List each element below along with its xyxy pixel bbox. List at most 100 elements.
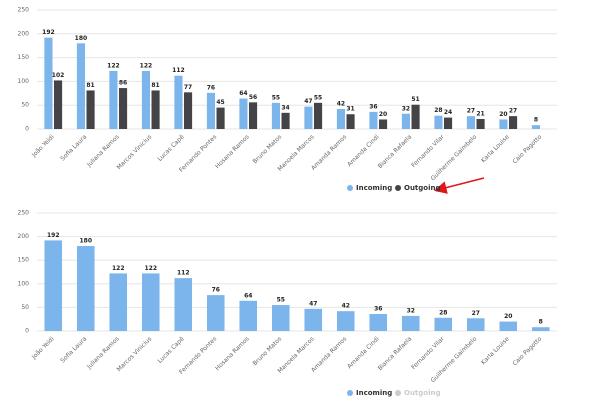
data-label: 64: [244, 292, 252, 299]
data-label: 180: [75, 35, 88, 42]
data-label: 8: [539, 319, 543, 326]
data-label: 76: [212, 287, 220, 294]
x-tick-label: Amanda Ramos: [310, 134, 348, 172]
bar: [499, 119, 508, 129]
bar: [184, 92, 193, 129]
x-tick-label: Bruno Matos: [252, 134, 284, 166]
bar: [151, 90, 160, 129]
legend-marker: [347, 390, 353, 396]
x-tick-label: Bianca Rafaela: [377, 133, 414, 170]
data-label: 102: [52, 72, 65, 79]
bar: [271, 305, 290, 331]
bar: [466, 116, 475, 129]
data-label: 24: [444, 109, 452, 116]
y-tick-label: 0: [25, 328, 29, 335]
bar: [54, 80, 63, 129]
data-label: 56: [249, 94, 257, 101]
bar: [336, 311, 355, 331]
bar: [239, 300, 258, 331]
bar: [499, 321, 518, 331]
data-label: 31: [346, 106, 354, 113]
bar: [174, 75, 183, 129]
legend-marker: [395, 390, 401, 396]
data-label: 42: [342, 303, 350, 310]
data-label: 28: [434, 107, 442, 114]
x-tick-label: Hosana Ramos: [214, 134, 251, 171]
x-tick-label: Karla Louise: [480, 133, 511, 164]
bar: [281, 112, 290, 129]
x-tick-label: Marcos Vinicius: [116, 336, 154, 374]
bar: [141, 70, 150, 129]
x-tick-label: Karla Louise: [480, 335, 511, 366]
data-label: 77: [184, 84, 192, 91]
data-label: 36: [374, 306, 382, 313]
y-tick-label: 150: [18, 54, 30, 61]
x-tick-label: Lucas Capê: [156, 335, 186, 365]
data-label: 180: [79, 238, 92, 245]
legend-marker: [395, 185, 401, 191]
data-label: 55: [314, 94, 322, 101]
y-tick-label: 150: [18, 257, 30, 264]
x-tick-label: Caio Pagotto: [511, 133, 543, 165]
y-tick-label: 250: [18, 7, 30, 14]
data-label: 112: [177, 270, 190, 277]
bar: [44, 37, 53, 129]
annotation-arrow: [433, 177, 485, 194]
data-label: 81: [86, 82, 94, 89]
bar: [476, 119, 485, 129]
bar: [109, 273, 128, 331]
bar: [304, 106, 313, 129]
bar: [369, 111, 378, 129]
legend-marker: [347, 185, 353, 191]
data-label: 51: [411, 96, 419, 103]
data-label: 81: [151, 82, 159, 89]
bar: [206, 92, 215, 129]
bar: [336, 109, 345, 129]
bar: [76, 43, 85, 129]
bar: [314, 102, 323, 129]
bar: [466, 318, 485, 331]
data-label: 20: [379, 111, 387, 118]
legend-label: Incoming: [356, 184, 392, 192]
bar: [531, 125, 540, 129]
y-tick-label: 0: [25, 126, 29, 133]
bar: [119, 88, 128, 129]
data-label: 192: [42, 29, 55, 36]
data-label: 86: [119, 80, 127, 87]
bar: [249, 102, 258, 129]
y-tick-label: 50: [21, 102, 29, 109]
data-label: 32: [402, 105, 410, 112]
x-tick-label: Amanda Cindi: [346, 133, 381, 168]
x-tick-label: João Yeidi: [30, 335, 56, 361]
data-label: 122: [112, 265, 125, 272]
x-tick-label: Hosana Ramos: [214, 336, 251, 373]
data-label: 64: [239, 90, 247, 97]
data-label: 55: [272, 94, 280, 101]
legend-label: Outgoing: [404, 389, 441, 397]
y-tick-label: 100: [18, 78, 30, 85]
bar: [531, 327, 550, 331]
bar: [86, 90, 95, 129]
x-tick-label: Juliana Ramos: [85, 134, 121, 170]
y-tick-label: 50: [21, 304, 29, 311]
y-tick-label: 200: [18, 233, 30, 240]
bar: [216, 107, 225, 129]
x-tick-label: Juliana Ramos: [85, 336, 121, 372]
bar: [379, 119, 388, 129]
x-tick-label: Bruno Matos: [252, 336, 284, 368]
data-label: 112: [172, 67, 185, 74]
x-tick-label: Amanda Cindi: [346, 335, 381, 370]
bar: [271, 102, 280, 129]
data-label: 47: [309, 300, 317, 307]
bar: [401, 113, 410, 129]
data-label: 55: [277, 297, 285, 304]
bar: [444, 117, 453, 129]
y-tick-label: 200: [18, 30, 30, 37]
data-label: 42: [337, 101, 345, 108]
data-label: 27: [467, 108, 475, 115]
data-label: 34: [281, 104, 289, 111]
bar: [434, 115, 443, 129]
x-tick-label: Lucas Capê: [156, 133, 186, 163]
bar: [411, 104, 420, 129]
